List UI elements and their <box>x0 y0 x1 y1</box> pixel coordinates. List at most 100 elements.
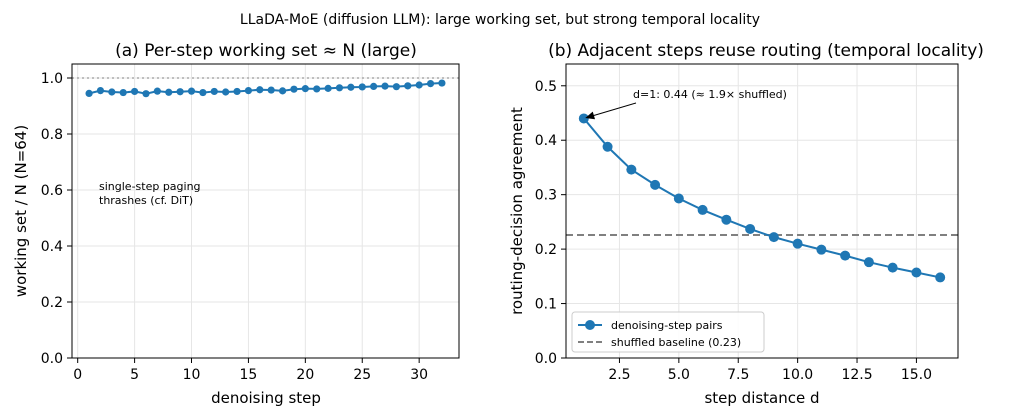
panel-a-annotation-line-2: thrashes (cf. DiT) <box>99 194 193 207</box>
panel-b: (b) Adjacent steps reuse routing (tempor… <box>508 41 984 407</box>
panel-b-legend: denoising-step pairs shuffled baseline (… <box>571 311 765 353</box>
panel-a-series <box>85 79 446 98</box>
panel-b-plot-area <box>566 64 958 358</box>
legend-series-label: denoising-step pairs <box>611 319 723 332</box>
panel-a-x-tick-label: 15 <box>240 367 258 383</box>
panel-a-series-point <box>85 89 93 97</box>
panel-b-series-0-point <box>697 204 708 215</box>
panel-a-series-point <box>267 86 275 94</box>
panel-a-series-point <box>165 88 173 96</box>
panel-b-series-0-point <box>887 262 898 273</box>
panel-a-series-point <box>142 90 150 98</box>
panel-b-xlabel: step distance d <box>704 389 819 407</box>
panel-a-series-point <box>176 88 184 96</box>
panel-a-y-tick-label: 0.8 <box>41 127 63 143</box>
panel-b-series-0-point <box>673 193 684 204</box>
panel-a-series-point <box>290 85 298 93</box>
panel-b-series-0-point <box>792 238 803 249</box>
panel-b-series-0-point <box>626 164 637 175</box>
panel-a-series-point <box>335 84 344 92</box>
panel-a-xlabel: denoising step <box>211 389 321 407</box>
panel-a-series-point <box>131 87 139 96</box>
panel-a-x-tick-label: 30 <box>410 367 428 383</box>
panel-b-annotation-arrow-head <box>585 111 596 120</box>
panel-b-title: (b) Adjacent steps reuse routing (tempor… <box>548 41 984 61</box>
panel-a-y-tick-label: 0.4 <box>41 239 63 255</box>
panel-b-series-0-point <box>578 113 589 124</box>
panel-a: (a) Per-step working set ≈ N (large) 0 5 1… <box>12 41 460 407</box>
panel-a-title: (a) Per-step working set ≈ N (large) <box>115 41 417 61</box>
panel-a-x-tick-label: 25 <box>353 367 371 383</box>
legend-baseline-label: shuffled baseline (0.23) <box>611 336 741 349</box>
panel-a-series-point <box>347 83 355 91</box>
panel-b-ylabel: routing-decision agreement <box>508 107 526 315</box>
panel-b-x-tick-label: 7.5 <box>727 367 749 383</box>
panel-b-series-0-point <box>840 250 851 261</box>
panel-a-x-tick-label: 5 <box>130 367 139 383</box>
panel-a-x-tick-label: 0 <box>73 367 82 383</box>
panel-a-y-tick-label: 0.2 <box>41 295 63 311</box>
panel-b-x-tick-label: 2.5 <box>608 367 630 383</box>
panel-a-series-point <box>426 80 435 88</box>
panel-b-annotation: d=1: 0.44 (≈ 1.9× shuffled) <box>633 88 787 101</box>
panel-b-grid <box>566 64 958 359</box>
panel-b-y-tick-label: 0.2 <box>535 242 557 258</box>
panel-a-y-tick-label: 0.0 <box>41 351 63 367</box>
panel-a-series-point <box>96 87 105 95</box>
panel-b-x-axis: 2.5 5.0 7.5 10.0 12.5 15.0 <box>608 358 932 383</box>
panel-a-series-point <box>358 83 366 91</box>
panel-b-x-tick-label: 10.0 <box>782 367 813 383</box>
panel-b-frame <box>565 63 959 359</box>
legend-frame <box>571 311 765 353</box>
panel-a-x-tick-label: 10 <box>183 367 201 383</box>
panel-a-y-axis: 0.0 0.2 0.4 0.6 0.8 1.0 <box>41 71 72 367</box>
panel-a-series-point <box>199 88 207 97</box>
panel-b-annotation-arrow-shaft <box>589 102 637 118</box>
panel-a-annotation: single-step paging thrashes (cf. DiT) <box>99 180 204 207</box>
panel-a-frame <box>71 63 460 359</box>
panel-b-y-tick-label: 0.5 <box>535 79 557 95</box>
panel-b-y-tick-label: 0.0 <box>535 351 557 367</box>
panel-a-series-point <box>415 81 423 89</box>
panel-a-series-point <box>119 88 127 97</box>
panel-b-series-0-point <box>602 141 613 152</box>
panel-a-series-point <box>370 82 378 90</box>
panel-a-series-point <box>324 84 332 92</box>
panel-a-series-point <box>187 87 196 95</box>
panel-b-y-axis: 0.0 0.1 0.2 0.3 0.4 0.5 <box>535 79 566 367</box>
panel-b-x-tick-label: 12.5 <box>841 367 872 383</box>
panel-a-series-point <box>404 82 412 90</box>
panel-a-series-point <box>244 87 253 95</box>
figure-suptitle: LLaDA-MoE (diffusion LLM): large working… <box>240 12 760 28</box>
panel-a-series-point <box>153 87 161 95</box>
panel-b-series-0-point <box>768 232 779 243</box>
panel-a-x-tick-label: 20 <box>296 367 314 383</box>
panel-a-series-point <box>256 86 264 94</box>
panel-b-series-0-point <box>863 257 874 268</box>
panel-b-series-0-point <box>816 244 827 255</box>
legend-series-marker <box>585 320 595 330</box>
panel-b-annotation-arrow <box>585 102 637 120</box>
panel-a-y-tick-label: 1.0 <box>41 71 63 87</box>
panel-a-grid <box>72 64 459 359</box>
panel-b-y-tick-label: 0.3 <box>535 188 557 204</box>
panel-b-series-0-point <box>745 223 756 234</box>
panel-b-y-tick-label: 0.4 <box>535 133 557 149</box>
panel-b-series-0-line <box>583 117 941 279</box>
panel-b-x-tick-label: 5.0 <box>668 367 690 383</box>
panel-b-series-0-point <box>911 267 922 278</box>
panel-a-y-tick-label: 0.6 <box>41 183 63 199</box>
panel-a-annotation-line-1: single-step paging <box>99 180 201 193</box>
panel-b-series-0-point <box>650 179 661 190</box>
panel-a-series-point <box>278 87 287 95</box>
panel-a-series-point <box>381 82 389 90</box>
panel-a-series-point <box>108 88 116 96</box>
panel-b-y-tick-label: 0.1 <box>535 297 557 313</box>
panel-b-series-0-point <box>935 272 946 283</box>
panel-a-plot-area <box>72 64 459 358</box>
panel-a-series-point <box>392 83 400 91</box>
panel-a-series-point <box>222 88 230 96</box>
panel-a-series-point <box>438 79 446 87</box>
panel-a-ylabel: working set / N (N=64) <box>12 125 30 297</box>
